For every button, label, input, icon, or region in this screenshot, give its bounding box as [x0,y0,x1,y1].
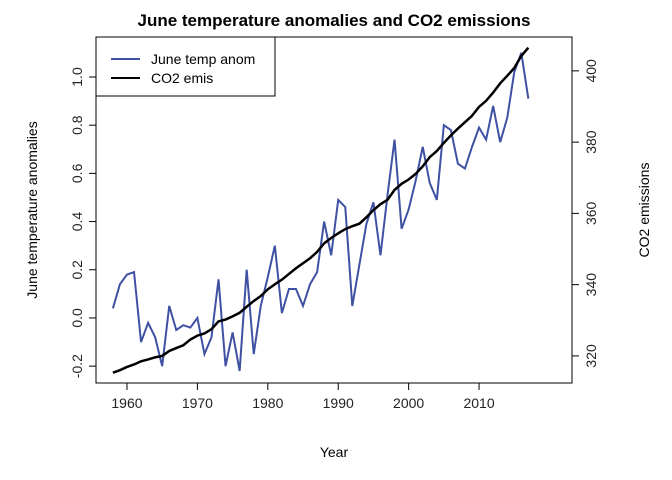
y-left-tick-label: 0.4 [69,212,85,232]
x-tick-label: 1990 [323,395,354,411]
y-right-tick-label: 320 [583,344,599,368]
legend: June temp anom CO2 emis [95,36,276,97]
y-axis-left-label: June temperature anomalies [24,121,40,298]
series-line [111,52,530,372]
y-left-tick-label: 0.6 [69,163,85,183]
x-tick-label: 1960 [111,395,142,411]
y-left-tick-label: 0.0 [69,308,85,328]
plot-frame [95,36,573,384]
x-axis-label: Year [320,444,349,460]
series-line [112,46,530,374]
legend-box [95,36,276,97]
y-left-tick-label: 0.2 [69,260,85,280]
y-right-tick-label: 380 [583,130,599,154]
y-left-tick-label: -0.2 [69,354,85,378]
y-axis-right: 320 340 360 380 400 [572,59,599,368]
x-tick-label: 1970 [182,395,213,411]
legend-label-co2: CO2 emis [151,70,213,86]
y-right-tick-label: 340 [583,273,599,297]
x-tick-label: 1980 [252,395,283,411]
legend-label-temp: June temp anom [151,51,255,67]
y-right-tick-label: 360 [583,201,599,225]
y-left-tick-label: 0.8 [69,115,85,135]
y-axis-right-label: CO2 emissions [636,163,652,258]
y-axis-left: -0.2 0.0 0.2 0.4 0.6 0.8 1.0 [69,67,96,378]
y-right-tick-label: 400 [583,59,599,83]
x-tick-label: 2000 [393,395,424,411]
y-left-tick-label: 1.0 [69,67,85,87]
series-temp [111,52,530,372]
chart-title: June temperature anomalies and CO2 emiss… [137,11,530,30]
x-tick-label: 2010 [463,395,494,411]
series-co2 [112,46,530,374]
x-axis: 1960 1970 1980 1990 2000 2010 [111,383,495,411]
